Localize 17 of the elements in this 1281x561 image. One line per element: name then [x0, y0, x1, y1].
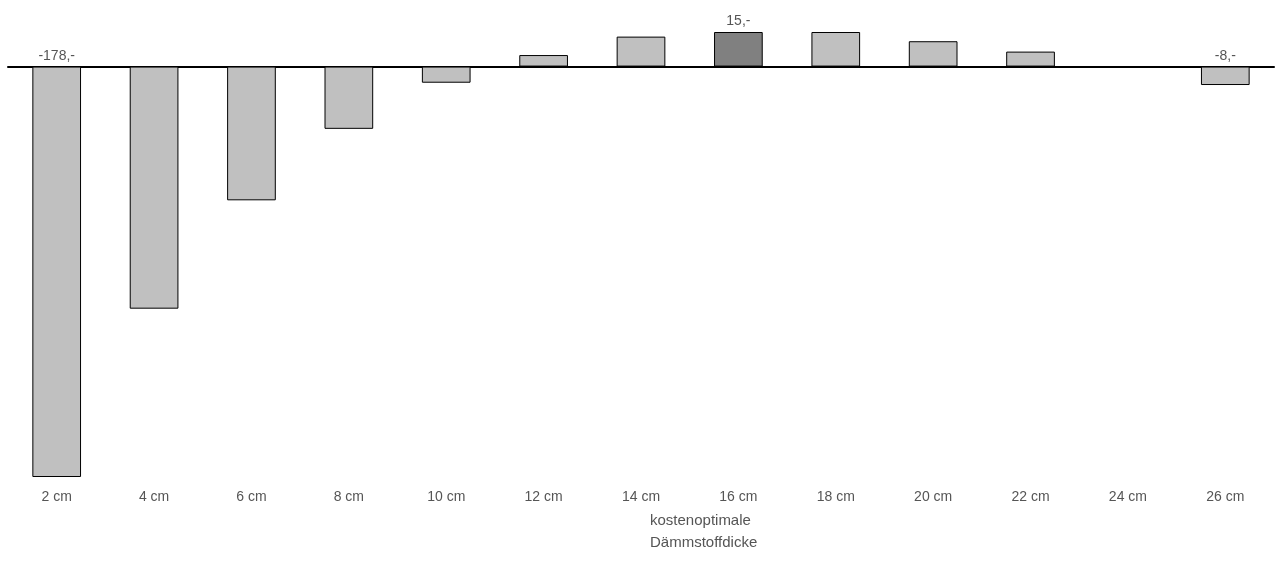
x-tick-label: 8 cm	[333, 488, 365, 504]
x-tick-label: 20 cm	[914, 488, 953, 504]
x-tick-label: 26 cm	[1206, 488, 1245, 504]
x-tick-label: 24 cm	[1108, 488, 1147, 504]
text: kostenoptimale Dämmstoffdicke	[650, 510, 758, 550]
data-label: -178,-	[38, 46, 76, 63]
data-label: -8,-	[1214, 46, 1237, 63]
x-tick-label: 22 cm	[1011, 488, 1050, 504]
data-label: 15,-	[726, 12, 751, 28]
x-tick-label: 10 cm	[427, 488, 466, 504]
x-tick-label: 12 cm	[524, 488, 563, 504]
x-tick-label: 16 cm	[719, 488, 758, 504]
x-tick-label: 2 cm	[41, 488, 72, 504]
x-tick-label: 4 cm	[138, 488, 170, 504]
x-tick-label: 18 cm	[816, 488, 855, 504]
x-tick-label: 14 cm	[621, 488, 661, 504]
x-tick-label: 6 cm	[236, 488, 267, 504]
